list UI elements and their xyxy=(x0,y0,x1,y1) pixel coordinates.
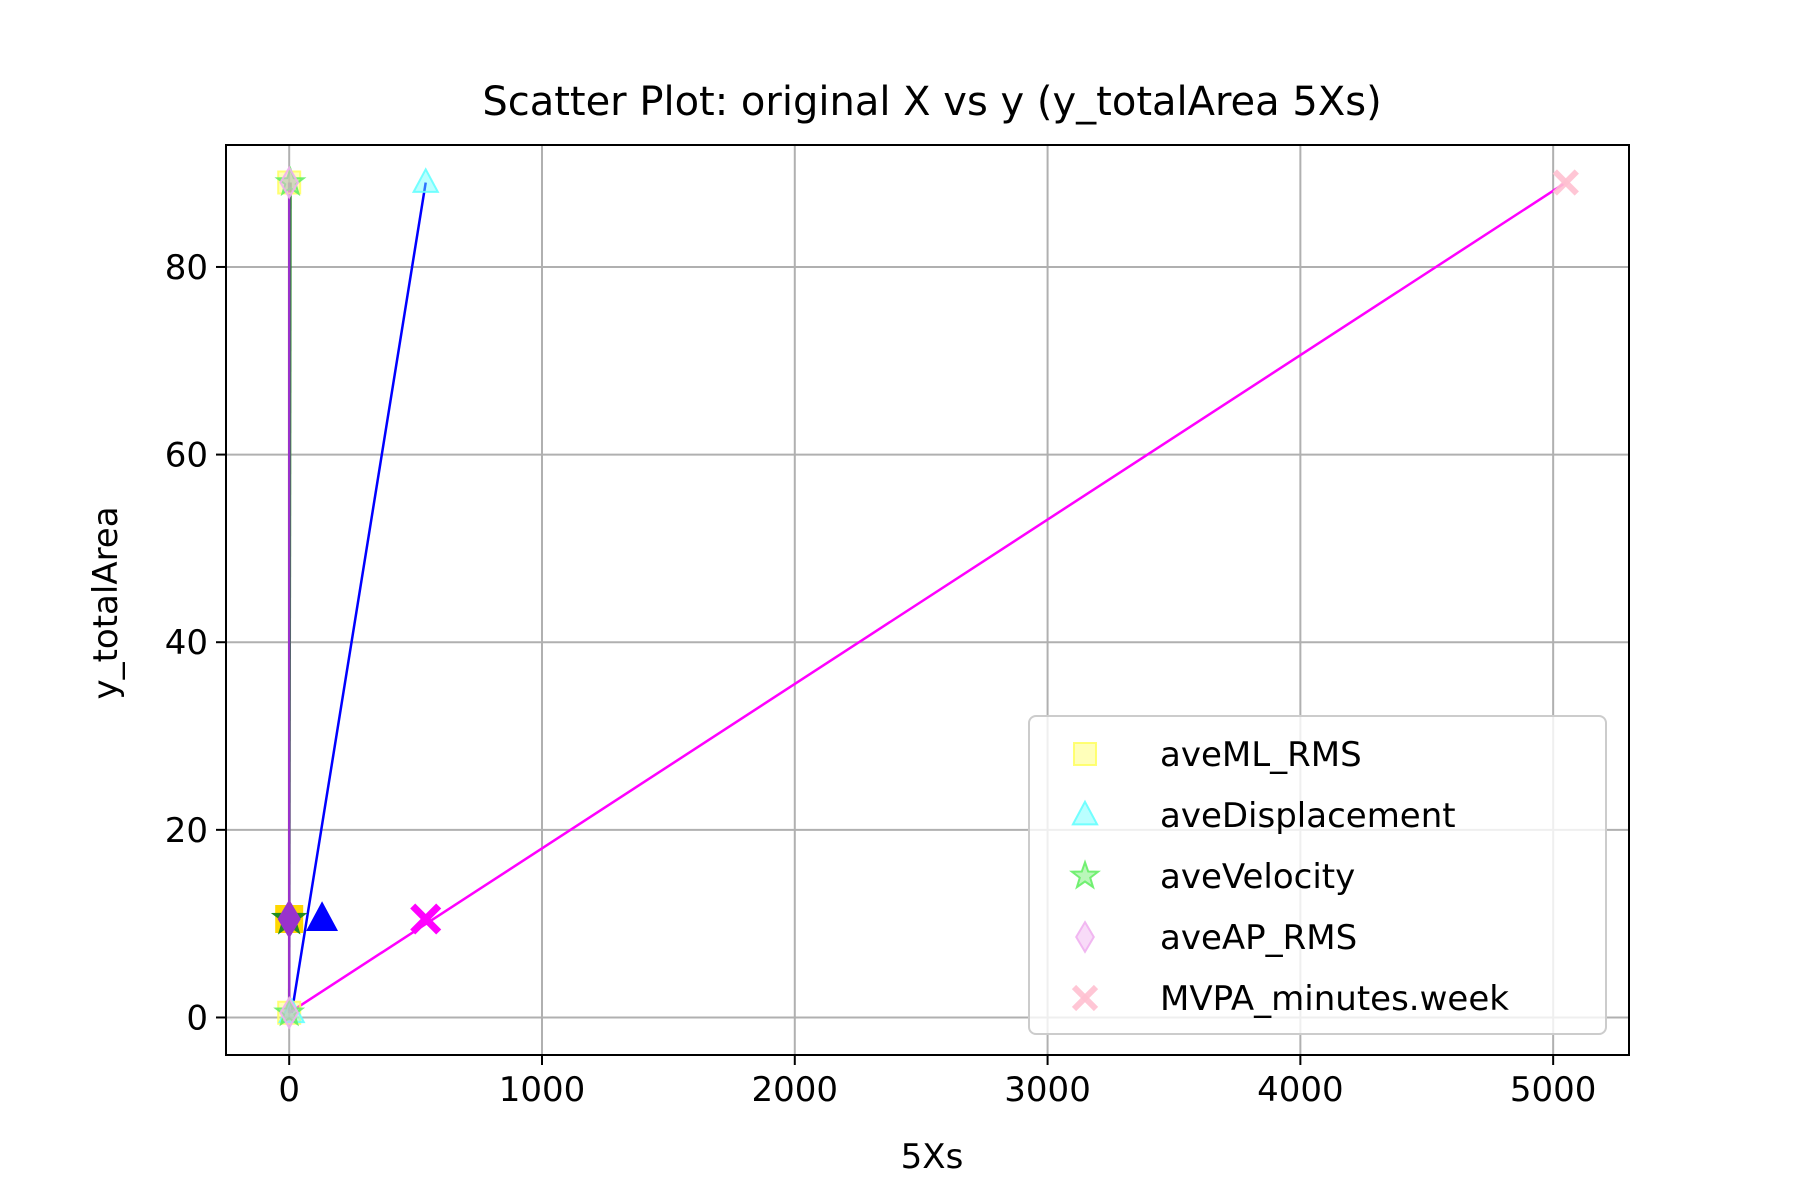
legend-marker xyxy=(1069,859,1101,890)
x-tick-label: 3000 xyxy=(1004,1070,1091,1110)
x-tick-label: 1000 xyxy=(499,1070,586,1110)
data-point xyxy=(273,995,306,1027)
fit-lines xyxy=(287,181,1567,1014)
legend-item: aveVelocity xyxy=(1069,857,1355,897)
legend-item: aveML_RMS xyxy=(1073,735,1362,775)
x-tick-label: 4000 xyxy=(1257,1070,1344,1110)
legend-item: aveAP_RMS xyxy=(1075,918,1357,958)
legend-marker xyxy=(1071,799,1099,826)
y-tick-label: 0 xyxy=(186,998,208,1038)
legend-item: MVPA_minutes.week xyxy=(1071,979,1509,1019)
legend-label: aveAP_RMS xyxy=(1160,918,1357,958)
mean-markers xyxy=(270,899,442,939)
legend-marker xyxy=(1075,920,1095,954)
data-point xyxy=(411,167,440,193)
y-axis-title: y_totalArea xyxy=(86,506,126,699)
mean-marker xyxy=(306,901,339,932)
y-tick-label: 40 xyxy=(165,623,208,663)
mean-marker xyxy=(277,899,301,939)
data-point xyxy=(1552,169,1579,196)
legend-label: MVPA_minutes.week xyxy=(1160,979,1509,1019)
legend-item: aveDisplacement xyxy=(1071,796,1456,836)
legend-box xyxy=(1028,715,1607,1035)
y-tick-label: 80 xyxy=(165,248,208,288)
x-tick-label: 2000 xyxy=(752,1070,839,1110)
data-points xyxy=(273,165,1579,1030)
legend-marker xyxy=(1073,742,1097,766)
data-point-stroke xyxy=(1552,169,1579,196)
x-axis-title: 5Xs xyxy=(901,1137,964,1177)
fit-line xyxy=(290,182,427,1013)
x-tick-label: 0 xyxy=(278,1070,300,1110)
legend-marker-stroke xyxy=(1071,984,1099,1012)
data-point xyxy=(279,995,300,1030)
legend-label: aveML_RMS xyxy=(1160,735,1362,775)
data-point xyxy=(274,165,307,197)
plot-area-frame xyxy=(225,144,1630,1056)
data-point xyxy=(279,165,300,200)
mean-marker-stroke xyxy=(410,903,442,935)
grid xyxy=(226,145,1629,1055)
legend-label: aveVelocity xyxy=(1160,857,1355,897)
fit-line xyxy=(288,181,1567,1014)
x-tick-label: 5000 xyxy=(1510,1070,1597,1110)
y-tick-label: 60 xyxy=(165,436,208,476)
legend-label: aveDisplacement xyxy=(1160,796,1456,836)
axis-ticks: 0 1000 2000 3000 4000 5000 0 20 40 60 80 xyxy=(165,248,1597,1110)
legend-marker xyxy=(1071,984,1099,1012)
mean-marker xyxy=(410,903,442,935)
y-tick-label: 20 xyxy=(165,811,208,851)
chart-title: Scatter Plot: original X vs y (y_totalAr… xyxy=(482,79,1381,125)
legend: aveML_RMS aveDisplacement aveVelocity aveAP… xyxy=(1028,715,1607,1035)
